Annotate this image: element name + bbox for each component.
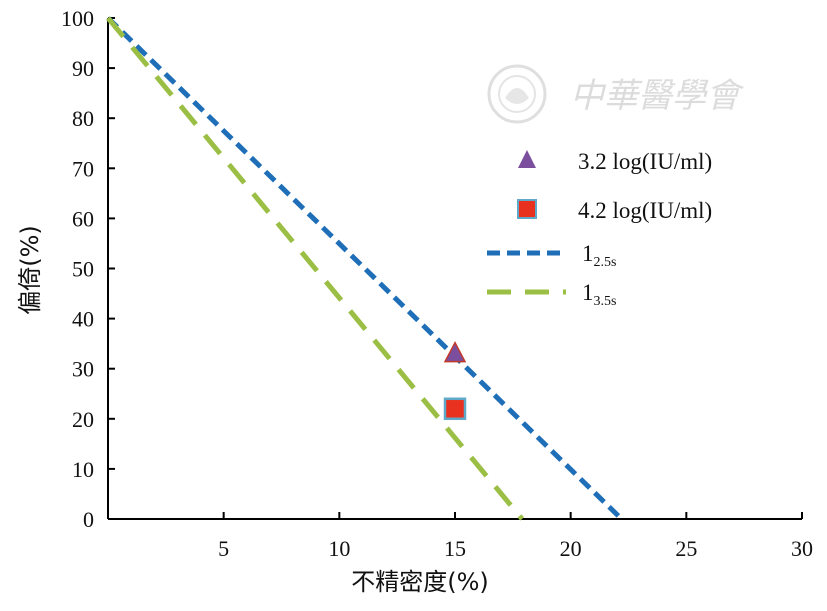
x-tick-label: 15	[444, 536, 466, 561]
watermark-text: 中華醫學會	[570, 76, 745, 116]
x-ticks: 5 10 15 20 25 30	[218, 512, 813, 561]
series-layer	[106, 16, 624, 521]
y-tick-label: 0	[83, 507, 94, 532]
y-tick-label: 100	[61, 6, 94, 31]
data-point-square	[443, 397, 467, 421]
x-axis-label: 不精密度(%)	[351, 568, 489, 596]
legend-label: 12.5s	[582, 241, 616, 270]
legend-label: 13.5s	[582, 280, 616, 309]
x-tick-label: 25	[675, 536, 697, 561]
y-tick-label: 40	[72, 307, 94, 332]
x-tick-label: 10	[328, 536, 350, 561]
legend-triangle-marker	[518, 150, 536, 168]
y-tick-label: 60	[72, 206, 94, 231]
y-tick-label: 20	[72, 407, 94, 432]
data-point-triangle	[443, 341, 467, 363]
legend-square-marker	[517, 199, 537, 219]
y-tick-label: 70	[72, 156, 94, 181]
y-tick-label: 10	[72, 457, 94, 482]
series-line-3-5s	[106, 16, 525, 521]
y-tick-label: 90	[72, 56, 94, 81]
x-tick-label: 5	[218, 536, 229, 561]
watermark: 中華醫學會	[487, 64, 745, 124]
legend: 3.2 log(IU/ml) 4.2 log(IU/ml) 12.5s 13.5s	[487, 149, 712, 309]
y-axis-label: 偏倚(%)	[16, 225, 44, 315]
society-seal-icon	[487, 64, 547, 124]
legend-label: 3.2 log(IU/ml)	[578, 149, 712, 174]
y-tick-label: 80	[72, 106, 94, 131]
y-tick-label: 50	[72, 257, 94, 282]
legend-label: 4.2 log(IU/ml)	[578, 198, 712, 223]
x-tick-label: 30	[791, 536, 813, 561]
y-ticks: 0 10 20 30 40 50 60 70 80 90 100	[61, 6, 115, 532]
x-tick-label: 20	[560, 536, 582, 561]
y-tick-label: 30	[72, 357, 94, 382]
